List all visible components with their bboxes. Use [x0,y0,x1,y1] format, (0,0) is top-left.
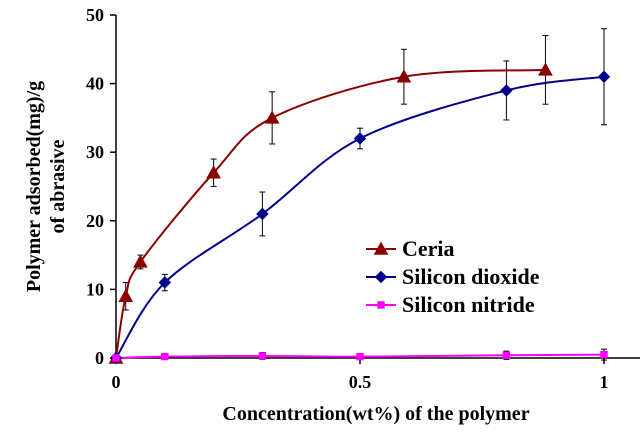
silicon-dioxide-marker [158,276,172,289]
y-tick-label: 30 [86,142,104,162]
legend-label-ceria: Ceria [402,236,455,261]
y-axis-title-line-1: Polymer adsorbed(mg)/g [23,81,45,292]
legend-marker-ceria [373,241,389,255]
ceria-marker [206,165,221,179]
silicon-dioxide-marker [256,207,269,221]
y-axis-title-line-2: of abrasive [47,139,69,233]
silicon-nitride-marker [258,352,267,360]
legend-marker-silicon-dioxide [374,270,388,284]
series-markers [108,62,611,365]
x-ticks: 0 0.5 1 [112,358,609,392]
silicon-dioxide-marker [353,132,367,145]
silicon-dioxide-marker [597,70,611,83]
ceria-marker [538,62,553,76]
silicon-nitride-marker [356,352,364,361]
axes [115,15,640,359]
x-tick-label: 1 [600,372,609,392]
legend: Ceria Silicon dioxide Silicon nitride [366,236,540,317]
x-tick-label: 0.5 [349,372,372,392]
silicon-nitride-marker [112,354,120,362]
silicon-nitride-marker [502,351,511,359]
ceria-marker [118,288,134,302]
legend-label-silicon-nitride: Silicon nitride [402,292,535,317]
y-tick-label: 10 [86,279,104,299]
y-tick-label: 20 [86,211,104,231]
silicon-dioxide-marker [500,84,513,97]
y-ticks: 0 10 20 30 40 50 [86,5,116,368]
ceria-marker [396,69,412,83]
legend-marker-silicon-nitride [377,301,385,309]
y-tick-label: 40 [86,74,104,94]
ceria-marker [264,110,280,124]
silicon-nitride-marker [600,350,608,359]
legend-label-silicon-dioxide: Silicon dioxide [402,264,540,289]
y-tick-label: 0 [95,348,104,368]
x-tick-label: 0 [112,372,121,392]
ceria-marker [133,254,148,268]
x-axis-title: Concentration(wt%) of the polymer [222,403,529,425]
y-tick-label: 50 [86,5,104,25]
silicon-nitride-marker [161,352,169,361]
ceria-line [115,68,546,359]
